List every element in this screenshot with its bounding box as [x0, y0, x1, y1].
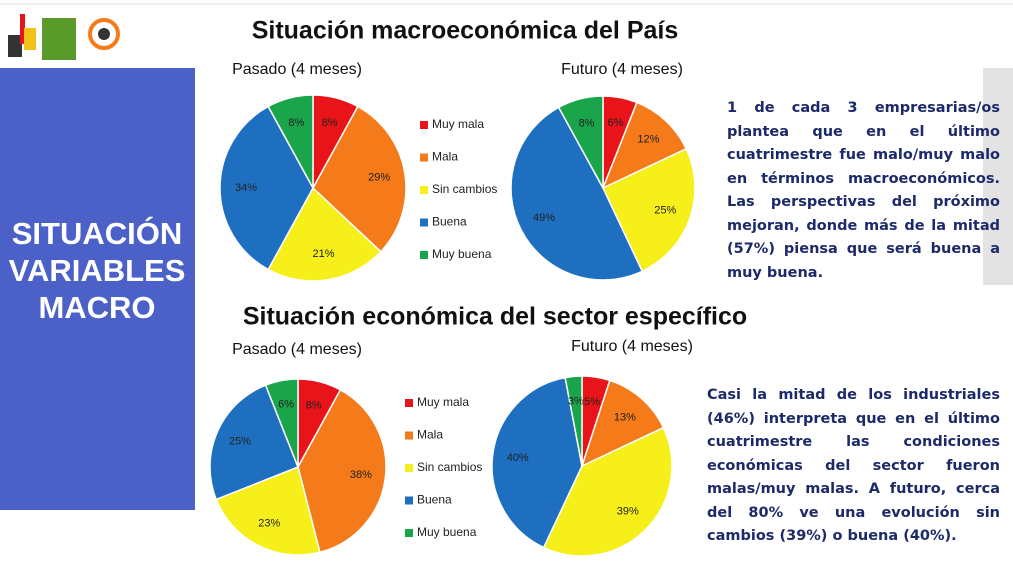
pie-slice	[264, 378, 299, 468]
slice-label: 25%	[654, 204, 676, 216]
pie-title: Futuro (4 meses)	[561, 61, 683, 78]
pie-slice	[267, 186, 382, 282]
slice-label: 12%	[637, 134, 659, 146]
pie-slice	[557, 95, 604, 189]
logos	[8, 14, 120, 60]
legend-swatch	[405, 529, 413, 537]
slice-label: 23%	[258, 517, 280, 529]
slice-label: 29%	[368, 171, 390, 183]
slice-label: 6%	[278, 399, 294, 411]
legend-swatch	[405, 431, 413, 440]
sidebar-title: SITUACIÓN	[12, 215, 183, 251]
legend-label: Mala	[432, 150, 458, 164]
sidebar	[0, 68, 195, 510]
pie-slice	[510, 106, 644, 281]
pie-slice	[267, 94, 314, 189]
legend-label: Buena	[432, 215, 467, 229]
pie-title: Pasado (4 meses)	[232, 341, 362, 358]
pie-slice	[215, 465, 321, 556]
slice-label: 8%	[306, 400, 322, 412]
legend-swatch	[420, 121, 428, 129]
legend-swatch	[405, 464, 413, 472]
slice-label: 3%	[568, 395, 584, 407]
slice-label: 8%	[579, 118, 595, 130]
legend-swatch	[420, 251, 428, 259]
paragraph: 1 de cada 3 empresarias/os plantea que e…	[727, 100, 1000, 281]
pie-slice	[491, 376, 583, 549]
legend-swatch	[420, 218, 428, 227]
section-title: Situación macroeconómica del País	[252, 17, 679, 45]
sidebar-title: MACRO	[38, 290, 155, 325]
legend-label: Muy mala	[432, 117, 484, 131]
paragraph: Casi la mitad de los industriales (46%) …	[707, 387, 1000, 544]
pie-slice	[580, 379, 665, 468]
slice-label: 8%	[288, 117, 304, 129]
section-title: Situación económica del sector específic…	[243, 303, 747, 331]
pie-slice	[564, 375, 583, 467]
pie-slice	[209, 384, 299, 501]
slice-label: 5%	[584, 396, 600, 408]
legend-label: Sin cambios	[432, 182, 497, 196]
slice-label: 21%	[312, 248, 334, 260]
slice-label: 6%	[607, 117, 623, 129]
slice-label: 38%	[350, 469, 372, 481]
sidebar-title: VARIABLES	[9, 253, 186, 288]
pie-title: Futuro (4 meses)	[571, 338, 693, 355]
pie-slice	[312, 105, 407, 253]
legend-label: Muy mala	[417, 395, 469, 409]
slice-label: 25%	[229, 436, 251, 448]
legend-swatch	[420, 186, 428, 194]
pie-title: Pasado (4 meses)	[232, 61, 362, 78]
legend-label: Sin cambios	[417, 460, 482, 474]
pie-slice	[297, 388, 387, 554]
legend-swatch	[420, 153, 428, 162]
slice-label: 34%	[235, 182, 257, 194]
legend-label: Muy buena	[417, 525, 477, 539]
slice-label: 49%	[533, 212, 555, 224]
slice-label: 8%	[322, 117, 338, 129]
side-strip	[983, 68, 1013, 285]
legend-label: Muy buena	[432, 247, 492, 261]
slice-label: 39%	[617, 506, 639, 518]
pie-slice	[602, 147, 696, 273]
legend-swatch	[405, 496, 413, 505]
legend-label: Mala	[417, 428, 443, 442]
legend-label: Buena	[417, 493, 452, 507]
pie-slice	[542, 426, 673, 557]
slice-label: 13%	[614, 411, 636, 423]
pie-slice	[601, 101, 688, 190]
legend-swatch	[405, 399, 413, 407]
slice-label: 40%	[507, 452, 529, 464]
